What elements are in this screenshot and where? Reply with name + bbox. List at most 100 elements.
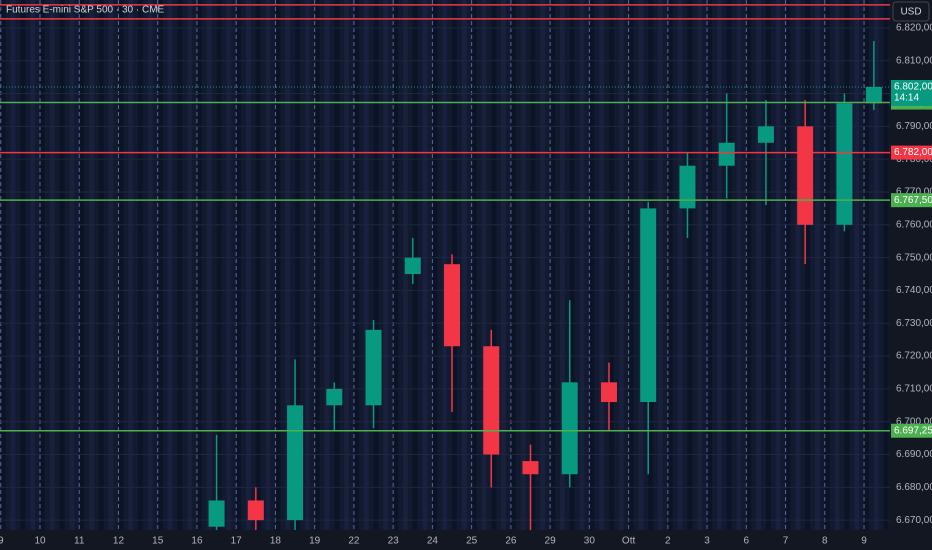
x-tick-label: 30 [584, 536, 596, 547]
session-band [69, 0, 75, 530]
session-band [138, 0, 144, 530]
session-band [599, 0, 605, 530]
session-band [608, 0, 614, 530]
x-tick-label: 26 [505, 536, 517, 547]
session-band [147, 0, 153, 530]
y-tick-label: 6.810,00 [896, 55, 932, 66]
session-band [216, 0, 222, 530]
level-label: 6.782,00 [894, 147, 932, 158]
candle-body [208, 500, 225, 527]
session-band [579, 0, 585, 530]
x-tick-label: 10 [34, 536, 46, 547]
x-tick-label: 19 [309, 536, 321, 547]
candle-body [404, 257, 421, 275]
last-price-box [891, 79, 932, 106]
session-band [775, 0, 781, 530]
chart-title: Futures E-mini S&P 500 · 30 · CME [6, 5, 165, 16]
session-band [824, 0, 830, 530]
session-band [873, 0, 879, 530]
session-band [589, 0, 595, 530]
level-label-box [891, 423, 932, 438]
session-band [520, 0, 526, 530]
session-band [618, 0, 624, 530]
y-tick-label: 6.670,00 [896, 515, 932, 526]
x-tick-label: Ott [622, 536, 636, 547]
session-band [501, 0, 506, 530]
candle-body [836, 103, 853, 225]
y-tick-label: 6.690,00 [896, 449, 932, 460]
session-band [667, 0, 673, 530]
session-band [726, 0, 732, 530]
session-band [716, 0, 722, 530]
candle-body [522, 461, 539, 475]
session-band [314, 0, 320, 530]
candle-body [483, 346, 500, 455]
candle-body [640, 208, 657, 403]
session-band [98, 0, 104, 530]
session-band [206, 0, 212, 530]
currency-label[interactable]: USD [900, 7, 921, 18]
y-tick-label: 6.680,00 [896, 482, 932, 493]
candle-body [326, 388, 343, 406]
session-band [49, 0, 55, 530]
y-tick-label: 6.820,00 [896, 23, 932, 34]
x-tick-label: 12 [113, 536, 125, 547]
session-band [422, 0, 428, 530]
x-tick-label: 29 [545, 536, 557, 547]
y-tick-label: 6.790,00 [896, 121, 932, 132]
session-bands [0, 0, 899, 530]
levels [0, 4, 890, 432]
session-band [844, 0, 850, 530]
session-band [177, 0, 183, 530]
session-band [118, 0, 124, 530]
session-band [707, 0, 712, 530]
candle-body [679, 165, 696, 209]
session-band [324, 0, 330, 530]
session-band [805, 0, 811, 530]
session-band [628, 0, 634, 530]
session-band [687, 0, 693, 530]
session-band [432, 0, 438, 530]
currency-button[interactable] [892, 1, 930, 22]
x-tick-label: 15 [152, 536, 164, 547]
countdown-label: 14:14 [894, 93, 919, 104]
session-band [30, 0, 36, 530]
candle-body [797, 126, 814, 225]
session-band [167, 0, 173, 530]
x-tick-label: 25 [466, 536, 478, 547]
y-tick-label: 6.700,00 [896, 416, 932, 427]
session-band [814, 0, 820, 530]
session-band [510, 0, 516, 530]
time-axis [0, 530, 890, 550]
y-tick-label: 6.720,00 [896, 351, 932, 362]
session-band [246, 0, 251, 530]
session-band [461, 0, 467, 530]
session-band [128, 0, 134, 530]
session-band [481, 0, 487, 530]
x-tick-label: 9 [861, 536, 867, 547]
session-band [864, 0, 869, 530]
y-tick-label: 6.730,00 [896, 318, 932, 329]
session-band [255, 0, 261, 530]
y-tick-label: 6.750,00 [896, 252, 932, 263]
x-tick-label: 18 [270, 536, 282, 547]
session-band [285, 0, 291, 530]
level-label: 6.697,25 [894, 425, 932, 436]
y-tick-label: 6.710,00 [896, 384, 932, 395]
session-band [658, 0, 663, 530]
y-tick-label: 6.770,00 [896, 187, 932, 198]
candle-body [444, 264, 461, 347]
candle-body [718, 142, 735, 166]
session-band [226, 0, 232, 530]
session-band [834, 0, 840, 530]
session-band [20, 0, 26, 530]
session-band [383, 0, 389, 530]
candle-body [757, 126, 774, 143]
level-label-box [891, 145, 932, 160]
level-label-box [891, 193, 932, 208]
session-band [756, 0, 762, 530]
x-tick-label: 6 [744, 536, 750, 547]
session-band [196, 0, 202, 530]
